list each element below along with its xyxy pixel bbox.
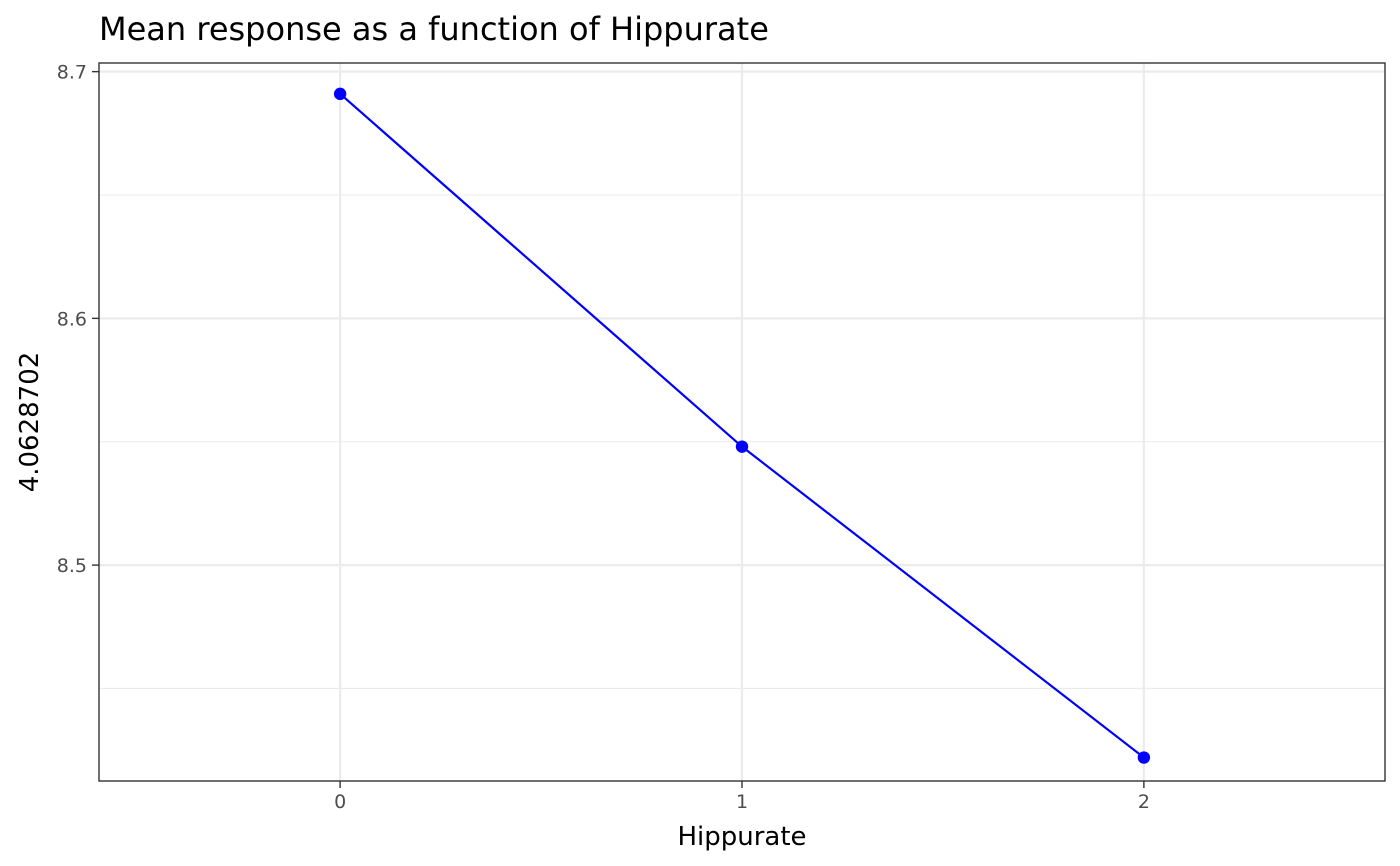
- y-tick-label: 8.5: [57, 555, 87, 577]
- chart-title: Mean response as a function of Hippurate: [99, 10, 769, 48]
- data-point: [1137, 751, 1151, 764]
- data-point: [735, 440, 749, 453]
- x-tick-label: 2: [1138, 791, 1150, 813]
- x-tick-label: 1: [736, 791, 748, 813]
- axis-ticks: [92, 70, 1145, 788]
- x-tick-label: 0: [334, 791, 346, 813]
- axis-tick-labels: 8.5 8.6 8.7 0 1 2: [57, 62, 1150, 813]
- major-gridlines: [99, 63, 1385, 781]
- y-axis-title: 4.0628702: [15, 352, 45, 493]
- y-tick-label: 8.7: [57, 62, 87, 84]
- data-series: [333, 87, 1151, 764]
- data-point: [333, 87, 347, 101]
- y-tick-label: 8.6: [57, 308, 87, 330]
- x-axis-title: Hippurate: [677, 822, 806, 852]
